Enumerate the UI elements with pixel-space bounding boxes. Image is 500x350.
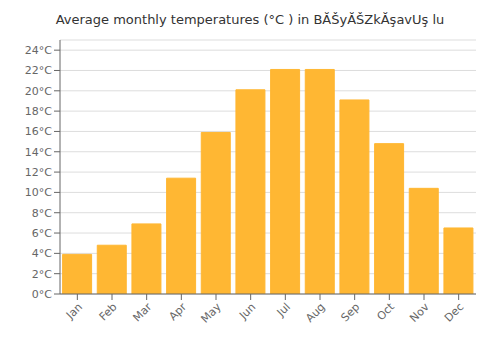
svg-text:Apr: Apr [166,300,189,323]
svg-text:Feb: Feb [97,300,120,323]
svg-text:0°C: 0°C [32,288,52,301]
svg-text:6°C: 6°C [32,227,52,240]
svg-text:18°C: 18°C [25,105,52,118]
svg-text:14°C: 14°C [25,146,52,159]
svg-text:4°C: 4°C [32,247,52,260]
svg-text:24°C: 24°C [25,44,52,57]
svg-text:Dec: Dec [442,300,466,324]
svg-text:Nov: Nov [407,300,432,325]
svg-text:Aug: Aug [303,300,327,324]
svg-text:22°C: 22°C [25,64,52,77]
svg-text:Sep: Sep [338,300,362,324]
svg-text:Mar: Mar [130,300,154,324]
svg-text:Jul: Jul [274,300,293,319]
svg-text:2°C: 2°C [32,268,52,281]
svg-text:Oct: Oct [374,300,397,323]
svg-text:10°C: 10°C [25,186,52,199]
svg-text:20°C: 20°C [25,85,52,98]
html-text:Average monthly temperatures (: Average monthly temperatures (°C ) in BĂ… [55,12,445,27]
svg-text:12°C: 12°C [25,166,52,179]
svg-text:8°C: 8°C [32,207,52,220]
svg-text:Jan: Jan [63,300,85,322]
svg-text:16°C: 16°C [25,125,52,138]
svg-text:Jun: Jun [236,300,258,322]
svg-text:May: May [198,300,224,326]
